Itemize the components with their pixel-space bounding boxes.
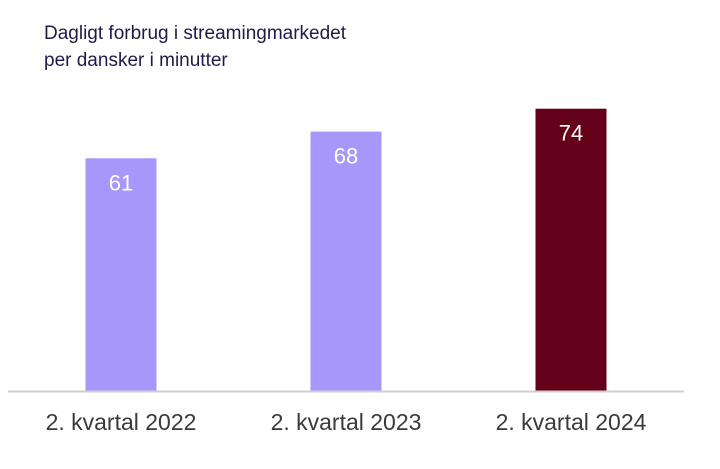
bar-3 [535, 108, 607, 391]
x-tick-label-2: 2. kvartal 2023 [271, 409, 422, 435]
bars-group: 61 68 74 [85, 108, 607, 391]
bar-value-label-3: 74 [559, 121, 583, 146]
chart-title-line-2: per dansker i minutter [44, 50, 228, 71]
bar-value-label-1: 61 [109, 170, 133, 195]
bar-value-label-2: 68 [334, 144, 358, 169]
bar-1 [85, 158, 157, 391]
bar-2 [310, 131, 382, 391]
x-tick-labels: 2. kvartal 2022 2. kvartal 2023 2. kvartal… [46, 409, 647, 435]
chart-title: Dagligt forbrug i streamingmarkedet per … [44, 20, 484, 74]
chart-title-line-1: Dagligt forbrug i streamingmarkedet [44, 23, 347, 44]
x-tick-label-1: 2. kvartal 2022 [46, 409, 197, 435]
x-tick-label-3: 2. kvartal 2024 [496, 409, 647, 435]
